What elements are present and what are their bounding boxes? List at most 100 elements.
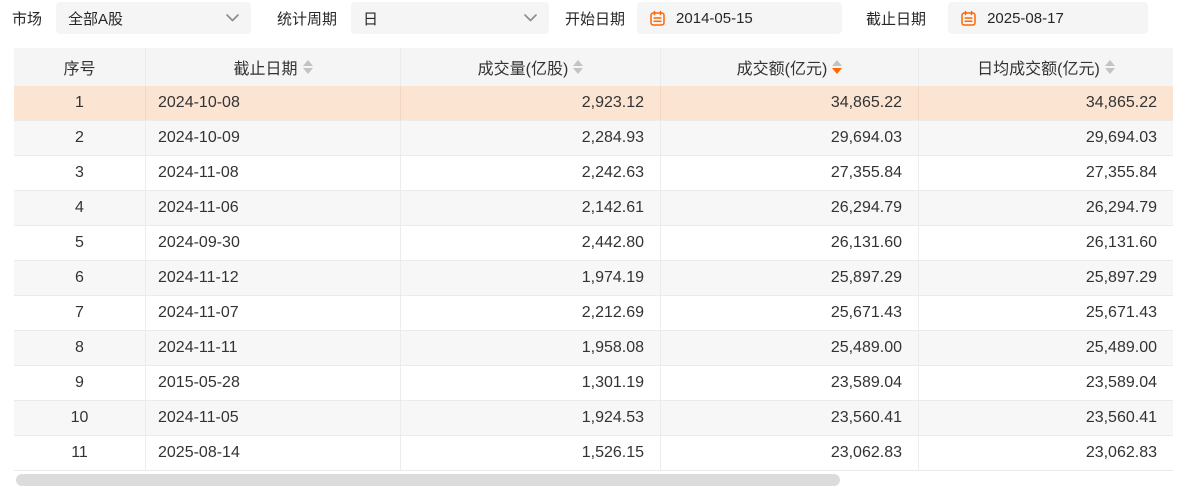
cell-amount: 23,560.41 <box>660 401 918 435</box>
table-body: 1 2024-10-08 2,923.12 34,865.22 34,865.22 2 20… <box>14 86 1173 471</box>
table-row[interactable]: 10 2024-11-05 1,924.53 23,560.41 23,560.41 <box>14 401 1173 436</box>
table-row[interactable]: 9 2015-05-28 1,301.19 23,589.04 23,589.04 <box>14 366 1173 401</box>
start-date-value: 2014-05-15 <box>676 9 753 27</box>
cell-end-date: 2015-05-28 <box>145 366 400 400</box>
cell-index: 6 <box>75 269 84 286</box>
cell-avg-amount: 23,589.04 <box>918 366 1173 400</box>
filter-bar: 市场 全部A股 统计周期 日 开始日期 <box>0 0 1187 36</box>
column-header-label: 截止日期 <box>233 61 298 78</box>
cell-volume: 2,212.69 <box>400 296 660 330</box>
cell-index: 4 <box>75 199 84 216</box>
start-date-picker[interactable]: 2014-05-15 <box>637 2 843 34</box>
table-row[interactable]: 4 2024-11-06 2,142.61 26,294.79 26,294.79 <box>14 191 1173 226</box>
cell-amount: 26,294.79 <box>660 191 918 225</box>
sort-carets-icon[interactable] <box>832 60 843 74</box>
cell-avg-amount: 25,489.00 <box>918 331 1173 365</box>
column-header-amount[interactable]: 成交额(亿元) <box>660 48 918 86</box>
cell-index: 2 <box>75 129 84 146</box>
cell-avg-amount: 26,294.79 <box>918 191 1173 225</box>
cell-amount: 26,131.60 <box>660 226 918 260</box>
start-date-label: 开始日期 <box>565 10 626 28</box>
cell-index: 8 <box>75 339 84 356</box>
column-header-label: 成交额(亿元) <box>736 61 828 78</box>
column-header-end-date[interactable]: 截止日期 <box>145 48 400 86</box>
cell-volume: 1,924.53 <box>400 401 660 435</box>
cell-avg-amount: 29,694.03 <box>918 121 1173 155</box>
column-header-label: 日均成交额(亿元) <box>977 61 1100 78</box>
end-date-picker[interactable]: 2025-08-17 <box>948 2 1149 34</box>
cell-amount: 25,671.43 <box>660 296 918 330</box>
end-date-label: 截止日期 <box>866 10 927 28</box>
cell-amount: 25,897.29 <box>660 261 918 295</box>
cell-amount: 25,489.00 <box>660 331 918 365</box>
table-row[interactable]: 3 2024-11-08 2,242.63 27,355.84 27,355.84 <box>14 156 1173 191</box>
column-header-volume[interactable]: 成交量(亿股) <box>400 48 660 86</box>
cell-volume: 2,142.61 <box>400 191 660 225</box>
cell-avg-amount: 34,865.22 <box>918 86 1173 120</box>
cell-index: 10 <box>70 409 89 426</box>
cell-end-date: 2024-11-07 <box>145 296 400 330</box>
table-row[interactable]: 5 2024-09-30 2,442.80 26,131.60 26,131.60 <box>14 226 1173 261</box>
cell-end-date: 2024-10-09 <box>145 121 400 155</box>
cell-volume: 2,442.80 <box>400 226 660 260</box>
cell-end-date: 2024-11-08 <box>145 156 400 190</box>
cell-index: 1 <box>75 94 84 111</box>
cell-avg-amount: 26,131.60 <box>918 226 1173 260</box>
column-header-label: 序号 <box>63 61 96 78</box>
cell-volume: 2,242.63 <box>400 156 660 190</box>
market-select[interactable]: 全部A股 <box>56 2 252 34</box>
sort-carets-icon[interactable] <box>1104 60 1115 74</box>
data-table: 序号 截止日期 成交量(亿股) 成交额(亿元) 日均成交额(亿元) 1 2024-10-0… <box>14 48 1173 471</box>
period-select-value: 日 <box>363 10 379 28</box>
cell-end-date: 2024-10-08 <box>145 86 400 120</box>
column-header-label: 成交量(亿股) <box>477 61 569 78</box>
end-date-value: 2025-08-17 <box>987 9 1064 27</box>
cell-end-date: 2024-09-30 <box>145 226 400 260</box>
cell-avg-amount: 25,671.43 <box>918 296 1173 330</box>
cell-avg-amount: 25,897.29 <box>918 261 1173 295</box>
cell-volume: 2,923.12 <box>400 86 660 120</box>
cell-end-date: 2024-11-05 <box>145 401 400 435</box>
cell-end-date: 2025-08-14 <box>145 436 400 470</box>
cell-index: 7 <box>75 304 84 321</box>
cell-volume: 1,974.19 <box>400 261 660 295</box>
table-header-row: 序号 截止日期 成交量(亿股) 成交额(亿元) 日均成交额(亿元) <box>14 48 1173 86</box>
horizontal-scrollbar-thumb[interactable] <box>16 474 840 486</box>
cell-amount: 34,865.22 <box>660 86 918 120</box>
sort-carets-icon[interactable] <box>573 60 584 74</box>
chevron-down-icon <box>524 14 537 22</box>
cell-index: 5 <box>75 234 84 251</box>
cell-amount: 29,694.03 <box>660 121 918 155</box>
cell-avg-amount: 23,062.83 <box>918 436 1173 470</box>
cell-end-date: 2024-11-12 <box>145 261 400 295</box>
cell-amount: 23,062.83 <box>660 436 918 470</box>
table-row[interactable]: 11 2025-08-14 1,526.15 23,062.83 23,062.83 <box>14 436 1173 471</box>
cell-volume: 2,284.93 <box>400 121 660 155</box>
period-select[interactable]: 日 <box>351 2 550 34</box>
table-row[interactable]: 1 2024-10-08 2,923.12 34,865.22 34,865.22 <box>14 86 1173 121</box>
cell-index: 3 <box>75 164 84 181</box>
cell-index: 11 <box>71 444 88 461</box>
table-row[interactable]: 2 2024-10-09 2,284.93 29,694.03 29,694.03 <box>14 121 1173 156</box>
table-row[interactable]: 8 2024-11-11 1,958.08 25,489.00 25,489.00 <box>14 331 1173 366</box>
period-label: 统计周期 <box>277 10 338 28</box>
market-select-value: 全部A股 <box>68 10 124 28</box>
calendar-icon <box>960 10 977 27</box>
cell-index: 9 <box>75 374 84 391</box>
cell-avg-amount: 27,355.84 <box>918 156 1173 190</box>
column-header-index: 序号 <box>14 48 145 86</box>
table-row[interactable]: 6 2024-11-12 1,974.19 25,897.29 25,897.29 <box>14 261 1173 296</box>
calendar-icon <box>649 10 666 27</box>
table-row[interactable]: 7 2024-11-07 2,212.69 25,671.43 25,671.43 <box>14 296 1173 331</box>
market-label: 市场 <box>12 10 43 28</box>
cell-amount: 23,589.04 <box>660 366 918 400</box>
cell-volume: 1,526.15 <box>400 436 660 470</box>
cell-volume: 1,301.19 <box>400 366 660 400</box>
column-header-avg-amount[interactable]: 日均成交额(亿元) <box>918 48 1173 86</box>
sort-carets-icon[interactable] <box>302 60 313 74</box>
cell-avg-amount: 23,560.41 <box>918 401 1173 435</box>
chevron-down-icon <box>226 14 239 22</box>
cell-volume: 1,958.08 <box>400 331 660 365</box>
cell-amount: 27,355.84 <box>660 156 918 190</box>
